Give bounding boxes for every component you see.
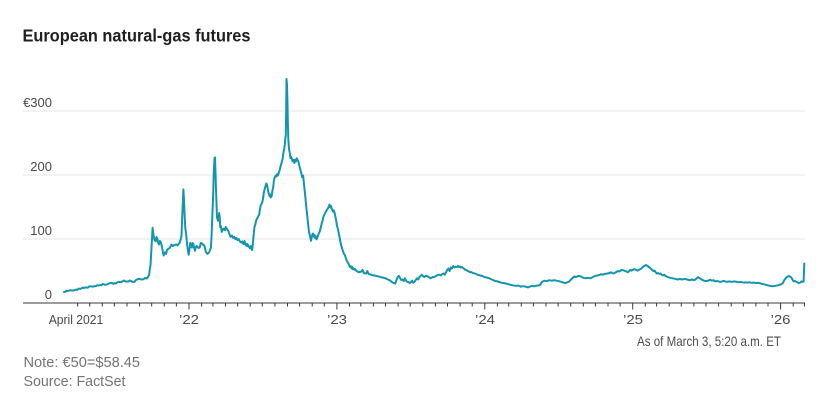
svg-text:0: 0	[45, 287, 52, 302]
svg-text:100: 100	[30, 223, 52, 238]
svg-text:200: 200	[30, 159, 52, 174]
svg-text:’25: ’25	[623, 312, 643, 327]
svg-text:Source: FactSet: Source: FactSet	[24, 373, 127, 390]
svg-text:€300: €300	[23, 95, 52, 110]
svg-text:As of March 3, 5:20 a.m. ET: As of March 3, 5:20 a.m. ET	[637, 333, 781, 349]
svg-text:European natural-gas futures: European natural-gas futures	[23, 26, 251, 46]
svg-text:’23: ’23	[327, 312, 347, 327]
svg-text:’22: ’22	[179, 312, 199, 327]
svg-text:Note: €50=$58.45: Note: €50=$58.45	[24, 354, 141, 371]
svg-text:April 2021: April 2021	[49, 312, 104, 327]
svg-text:’24: ’24	[475, 312, 495, 327]
svg-text:’26: ’26	[771, 312, 791, 327]
